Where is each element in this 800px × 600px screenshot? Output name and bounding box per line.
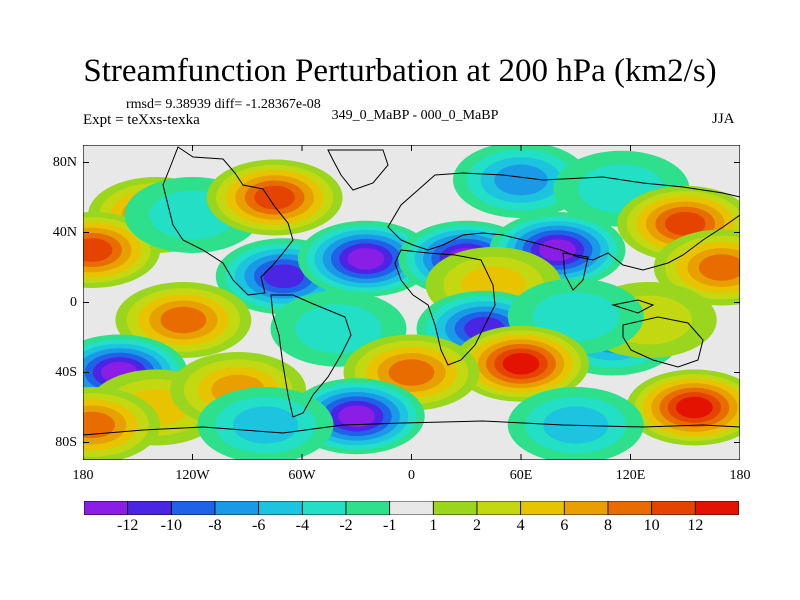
x-tick-label: 0: [408, 468, 415, 483]
x-tick-label: 60E: [509, 468, 533, 483]
y-tick-label: 80S: [55, 434, 77, 450]
field-contour: [83, 238, 113, 262]
colorbar-label: 4: [516, 517, 525, 534]
colorbar-label: -12: [116, 517, 139, 534]
y-tick-label: 40S: [55, 364, 77, 380]
experiment-label: Expt = teXxs-texka: [83, 112, 200, 128]
colorbar-label: 2: [473, 517, 481, 534]
colorbar-swatch: [651, 501, 696, 515]
difference-label: 349_0_MaBP - 000_0_MaBP: [331, 108, 499, 123]
x-tick-label: 60W: [288, 468, 316, 483]
colorbar-swatch: [694, 501, 739, 515]
field-contour: [338, 405, 376, 428]
field-contour: [263, 264, 305, 289]
y-tick-label: 0: [70, 294, 77, 310]
colorbar-swatch: [520, 501, 565, 515]
rmsd-diff-stats: rmsd= 9.38939 diff= -1.28367e-08: [126, 97, 321, 112]
field-contour: [232, 406, 299, 444]
colorbar-swatch: [127, 501, 172, 515]
field-contour: [532, 292, 619, 341]
colorbar-label: -6: [251, 517, 266, 534]
y-tick-label: 80N: [52, 154, 77, 170]
field-contour: [160, 306, 207, 334]
map-panel: [83, 145, 740, 460]
coastlines: [83, 146, 740, 436]
x-tick-marks: [83, 145, 740, 460]
field-contour: [664, 211, 706, 236]
colorbar: [84, 501, 739, 515]
colorbar-swatch: [345, 501, 391, 515]
x-tick-label: 120E: [615, 468, 646, 483]
colorbar-swatch: [476, 501, 522, 515]
field-contour: [494, 164, 548, 196]
field-contour: [388, 359, 435, 386]
field-contour: [539, 239, 576, 261]
colorbar-swatch: [170, 501, 216, 515]
colorbar-swatch: [214, 501, 260, 515]
x-tick-label: 180: [729, 468, 751, 483]
colorbar-swatch: [432, 501, 478, 515]
colorbar-label: 8: [604, 517, 612, 534]
y-tick-label: 40N: [52, 224, 77, 240]
field-contour: [698, 254, 740, 281]
colorbar-label: 12: [687, 517, 704, 534]
colorbar-label: -10: [160, 517, 182, 534]
plot-title: Streamfunction Perturbation at 200 hPa (…: [83, 53, 717, 89]
field-contour: [295, 304, 382, 354]
colorbar-label: -2: [339, 517, 353, 534]
field-contour: [502, 352, 540, 375]
x-tick-label: 180: [72, 468, 94, 483]
field-contour: [347, 247, 385, 270]
colorbar-label: -4: [295, 517, 309, 534]
colorbar-label: 1: [429, 517, 438, 534]
field-contour: [675, 396, 713, 419]
colorbar-swatch: [301, 501, 347, 515]
streamfunction-field: [83, 145, 740, 460]
colorbar-label: 10: [643, 517, 660, 534]
colorbar-swatch: [258, 501, 303, 515]
season-label: JJA: [712, 111, 735, 127]
colorbar-label: 6: [560, 517, 569, 534]
field-contour: [83, 411, 116, 439]
colorbar-swatch: [389, 501, 434, 515]
y-tick-marks: [83, 162, 740, 443]
x-tick-label: 120W: [175, 468, 210, 483]
colorbar-swatch: [563, 501, 609, 515]
colorbar-label: -1: [382, 517, 397, 534]
colorbar-label: -8: [208, 517, 222, 534]
colorbar-swatch: [607, 501, 653, 515]
colorbar-swatch: [84, 501, 129, 515]
